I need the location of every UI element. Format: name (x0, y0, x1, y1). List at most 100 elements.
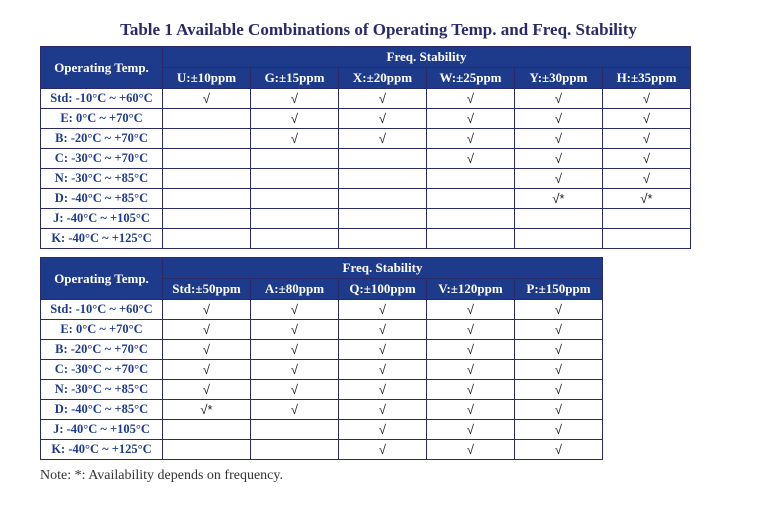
availability-cell (339, 209, 427, 229)
temp-row-label: J: -40°C ~ +105°C (41, 420, 163, 440)
temp-row-label: N: -30°C ~ +85°C (41, 169, 163, 189)
availability-cell: √ (163, 360, 251, 380)
availability-cell: √ (427, 129, 515, 149)
freq-col: Q:±100ppm (339, 279, 427, 300)
temp-row-label: J: -40°C ~ +105°C (41, 209, 163, 229)
table-row: Std: -10°C ~ +60°C√√√√√ (41, 300, 603, 320)
availability-cell: √ (163, 320, 251, 340)
availability-cell: √ (515, 129, 603, 149)
freq-col: H:±35ppm (603, 68, 691, 89)
availability-cell: √ (515, 89, 603, 109)
availability-cell: √ (251, 109, 339, 129)
availability-cell: √* (603, 189, 691, 209)
table-row: J: -40°C ~ +105°C (41, 209, 691, 229)
availability-cell (163, 229, 251, 249)
availability-cell: √ (427, 109, 515, 129)
availability-cell: √ (427, 380, 515, 400)
availability-cell (163, 420, 251, 440)
availability-cell (339, 169, 427, 189)
availability-cell: √ (251, 300, 339, 320)
availability-cell: √ (163, 89, 251, 109)
availability-cell (515, 229, 603, 249)
availability-cell: √ (339, 129, 427, 149)
availability-cell (339, 189, 427, 209)
availability-cell: √ (515, 169, 603, 189)
freq-col: G:±15ppm (251, 68, 339, 89)
temp-row-label: K: -40°C ~ +125°C (41, 229, 163, 249)
availability-cell: √ (339, 109, 427, 129)
table-row: E: 0°C ~ +70°C√√√√√ (41, 109, 691, 129)
availability-cell (251, 149, 339, 169)
freq-col: Y:±30ppm (515, 68, 603, 89)
availability-cell: √ (427, 89, 515, 109)
availability-cell: √ (339, 420, 427, 440)
availability-cell: √ (603, 149, 691, 169)
table-row: C: -30°C ~ +70°C√√√ (41, 149, 691, 169)
availability-cell: √ (163, 340, 251, 360)
table-row: B: -20°C ~ +70°C√√√√√ (41, 340, 603, 360)
operating-temp-header: Operating Temp. (41, 258, 163, 300)
freq-stability-header: Freq. Stability (163, 47, 691, 68)
availability-cell: √ (251, 380, 339, 400)
temp-row-label: Std: -10°C ~ +60°C (41, 89, 163, 109)
availability-cell (251, 189, 339, 209)
temp-row-label: E: 0°C ~ +70°C (41, 320, 163, 340)
availability-cell: √ (515, 400, 603, 420)
combinations-table-2: Operating Temp. Freq. Stability Std:±50p… (40, 257, 603, 460)
freq-col: V:±120ppm (427, 279, 515, 300)
temp-row-label: E: 0°C ~ +70°C (41, 109, 163, 129)
temp-row-label: K: -40°C ~ +125°C (41, 440, 163, 460)
availability-cell (163, 129, 251, 149)
availability-cell: √* (163, 400, 251, 420)
table-row: D: -40°C ~ +85°C√*√* (41, 189, 691, 209)
table-row: C: -30°C ~ +70°C√√√√√ (41, 360, 603, 380)
table-row: N: -30°C ~ +85°C√√√√√ (41, 380, 603, 400)
freq-col: X:±20ppm (339, 68, 427, 89)
freq-col: A:±80ppm (251, 279, 339, 300)
freq-col: Std:±50ppm (163, 279, 251, 300)
temp-row-label: B: -20°C ~ +70°C (41, 129, 163, 149)
availability-cell: √ (427, 440, 515, 460)
table-row: B: -20°C ~ +70°C√√√√√ (41, 129, 691, 149)
availability-cell (427, 169, 515, 189)
availability-cell (515, 209, 603, 229)
availability-cell: √ (603, 169, 691, 189)
availability-cell: √ (251, 89, 339, 109)
availability-cell (251, 440, 339, 460)
availability-cell (603, 209, 691, 229)
availability-cell (251, 420, 339, 440)
temp-row-label: C: -30°C ~ +70°C (41, 360, 163, 380)
availability-cell: √ (427, 360, 515, 380)
availability-cell: √ (251, 320, 339, 340)
availability-cell (339, 229, 427, 249)
availability-cell (427, 229, 515, 249)
availability-cell: √ (515, 340, 603, 360)
table-row: J: -40°C ~ +105°C√√√ (41, 420, 603, 440)
availability-cell (251, 169, 339, 189)
availability-cell: √ (251, 400, 339, 420)
availability-cell: √ (339, 400, 427, 420)
availability-cell (427, 189, 515, 209)
availability-cell (251, 209, 339, 229)
temp-row-label: Std: -10°C ~ +60°C (41, 300, 163, 320)
temp-row-label: C: -30°C ~ +70°C (41, 149, 163, 169)
availability-cell: √ (515, 420, 603, 440)
availability-cell: √ (163, 380, 251, 400)
temp-row-label: D: -40°C ~ +85°C (41, 400, 163, 420)
availability-cell: √ (339, 300, 427, 320)
availability-cell: √ (427, 400, 515, 420)
freq-stability-header: Freq. Stability (163, 258, 603, 279)
freq-col: P:±150ppm (515, 279, 603, 300)
availability-cell: √ (603, 129, 691, 149)
availability-cell (163, 209, 251, 229)
temp-row-label: D: -40°C ~ +85°C (41, 189, 163, 209)
temp-row-label: N: -30°C ~ +85°C (41, 380, 163, 400)
availability-cell: √ (515, 380, 603, 400)
availability-cell: √ (515, 360, 603, 380)
availability-cell: √ (603, 109, 691, 129)
availability-cell (427, 209, 515, 229)
availability-cell: √ (339, 360, 427, 380)
availability-cell: √ (339, 440, 427, 460)
availability-cell: √ (427, 320, 515, 340)
availability-cell: √ (515, 109, 603, 129)
